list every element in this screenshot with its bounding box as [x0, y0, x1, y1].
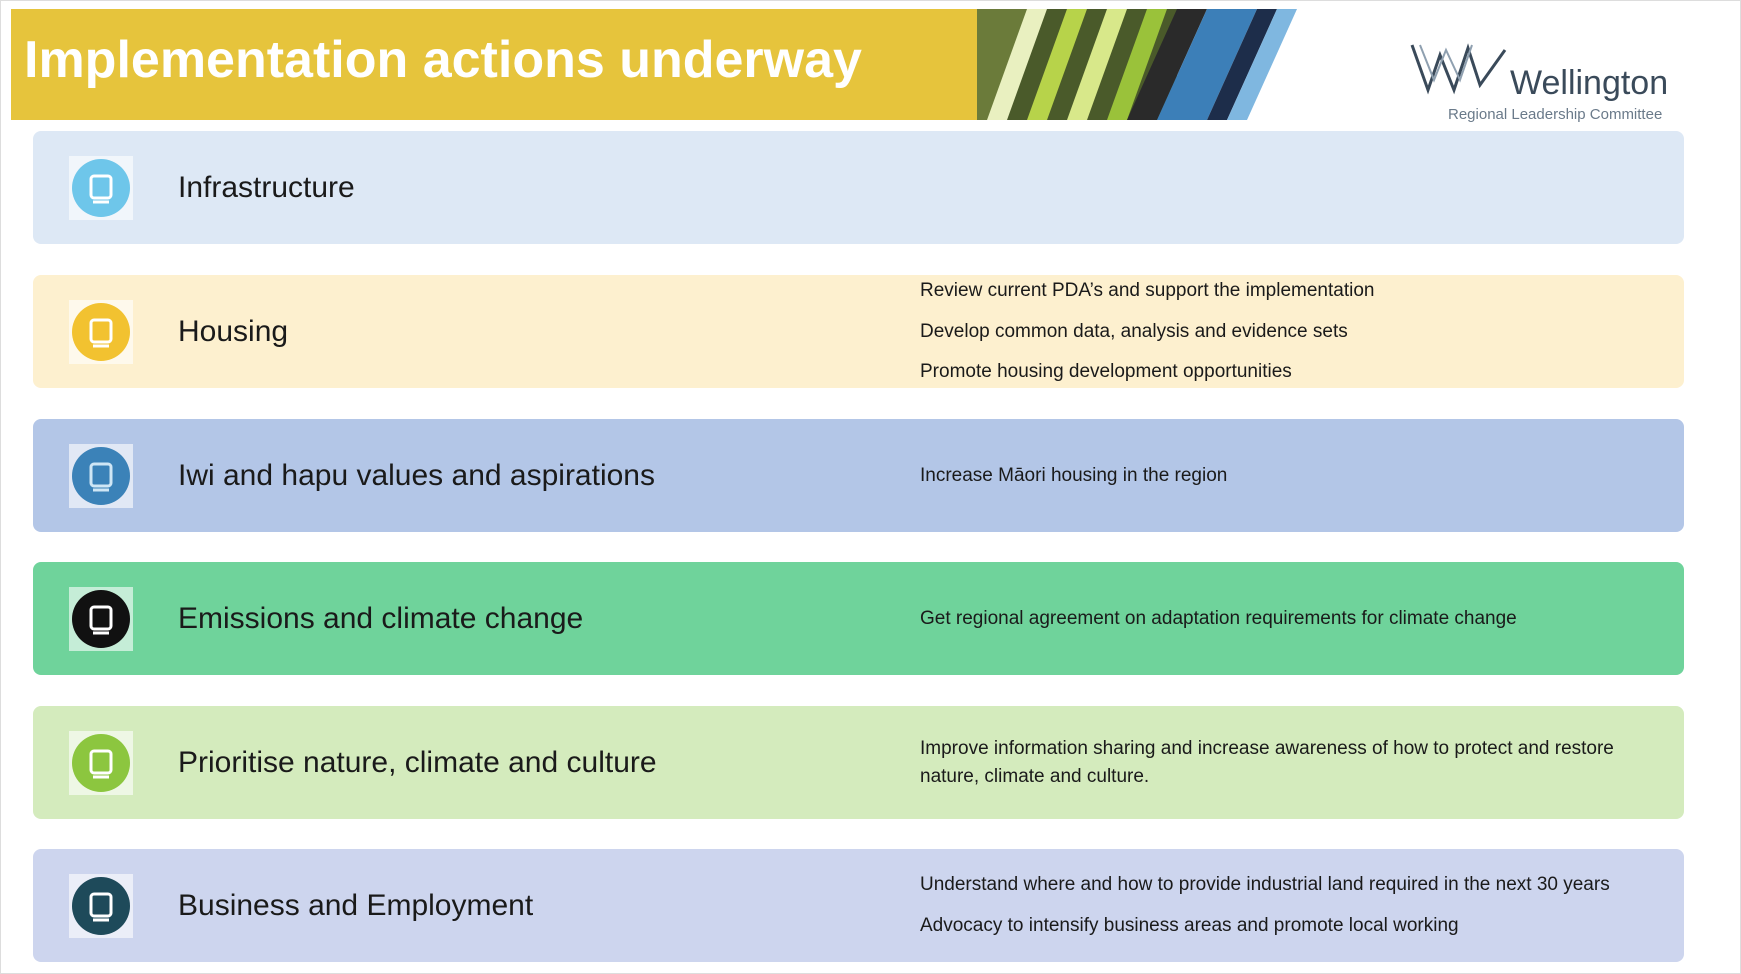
row-actions: Get regional agreement on adaptation req… — [920, 562, 1675, 675]
row: Infrastructure — [33, 131, 1684, 244]
header-graphic — [977, 9, 1357, 120]
logo: Wellington Regional Leadership Committee — [1410, 40, 1680, 130]
row-label: Housing — [178, 314, 289, 348]
row-actions — [920, 131, 1675, 244]
row-icon — [69, 874, 133, 938]
row-icon — [69, 731, 133, 795]
action-item: Get regional agreement on adaptation req… — [920, 607, 1517, 629]
action-item: Improve information sharing and increase… — [920, 737, 1614, 787]
row-icon — [69, 587, 133, 651]
action-item: Review current PDA’s and support the imp… — [920, 280, 1375, 302]
logo-mark — [1410, 43, 1507, 95]
action-item: Understand where and how to provide indu… — [920, 874, 1610, 896]
row-icon — [69, 156, 133, 220]
row-icon — [69, 300, 133, 364]
row-label: Emissions and climate change — [178, 601, 584, 635]
row-actions: Review current PDA’s and support the imp… — [920, 275, 1675, 388]
row-label: Business and Employment — [178, 888, 534, 922]
row-actions: Increase Māori housing in the region — [920, 419, 1675, 532]
row: Housing Review current PDA’s and support … — [33, 275, 1684, 388]
row-label: Infrastructure — [178, 170, 355, 204]
row-actions: Understand where and how to provide indu… — [920, 849, 1675, 962]
action-item: Promote housing development opportunitie… — [920, 361, 1292, 383]
row: Prioritise nature, climate and culture Im… — [33, 706, 1684, 819]
logo-name: Wellington — [1510, 64, 1669, 102]
header-band — [11, 9, 1033, 120]
logo-subtitle: Regional Leadership Committee — [1448, 106, 1663, 123]
row: Business and Employment Understand where … — [33, 849, 1684, 962]
row-label: Iwi and hapu values and aspirations — [178, 458, 655, 492]
page-title: Implementation actions underway — [24, 31, 862, 89]
row: Iwi and hapu values and aspirations Incre… — [33, 419, 1684, 532]
action-item: Develop common data, analysis and eviden… — [920, 320, 1348, 342]
row-icon — [69, 444, 133, 508]
row-label: Prioritise nature, climate and culture — [178, 745, 657, 779]
row: Emissions and climate change Get regional… — [33, 562, 1684, 675]
action-item: Advocacy to intensify business areas and… — [920, 915, 1459, 936]
row-actions: Improve information sharing and increase… — [920, 706, 1675, 819]
action-item: Increase Māori housing in the region — [920, 464, 1228, 486]
